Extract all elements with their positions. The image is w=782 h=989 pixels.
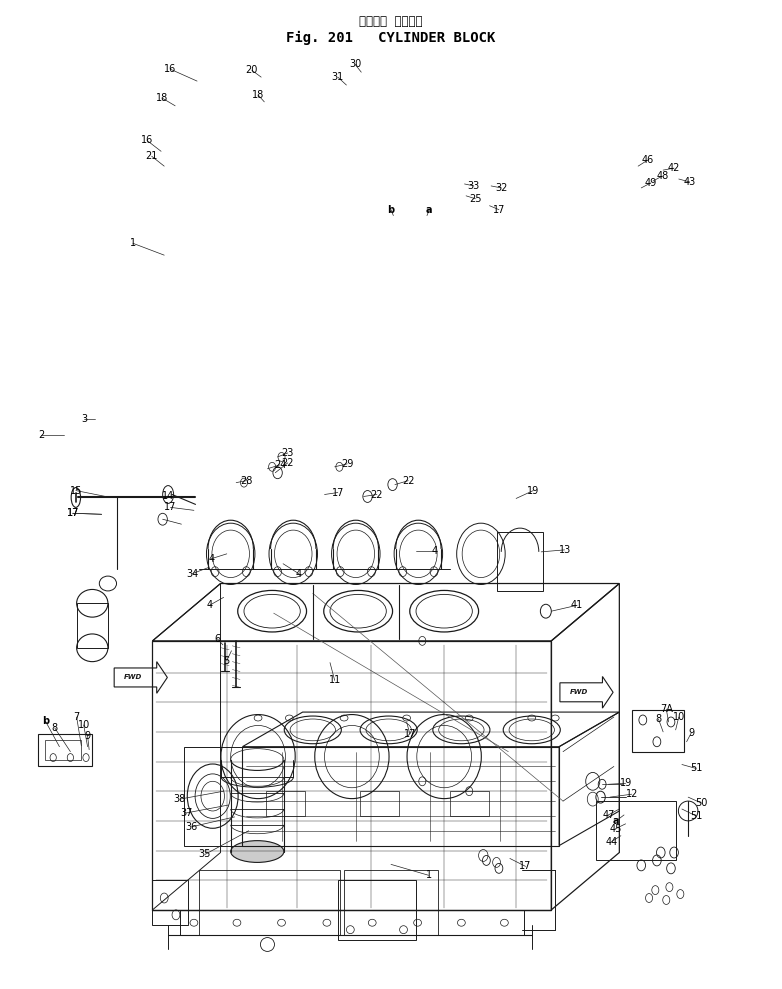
Text: 16: 16	[164, 64, 177, 74]
Text: 36: 36	[185, 822, 198, 832]
Text: 41: 41	[571, 600, 583, 610]
Text: Fig. 201   CYLINDER BLOCK: Fig. 201 CYLINDER BLOCK	[286, 31, 496, 45]
Text: 12: 12	[626, 789, 638, 799]
Text: シリンダ  ブロック: シリンダ ブロック	[359, 15, 423, 29]
Bar	[45, 740, 81, 760]
Polygon shape	[560, 676, 613, 708]
Text: 17: 17	[66, 508, 79, 518]
Text: 4: 4	[296, 569, 302, 579]
Text: 46: 46	[641, 155, 654, 165]
Text: 19: 19	[619, 778, 632, 788]
Text: 24: 24	[274, 460, 286, 470]
Text: 51: 51	[690, 811, 702, 821]
Text: b: b	[41, 716, 49, 726]
Text: 18: 18	[252, 90, 264, 100]
Text: 44: 44	[605, 837, 618, 847]
Text: 25: 25	[469, 194, 482, 204]
Text: FWD: FWD	[124, 674, 142, 680]
Text: 33: 33	[468, 181, 480, 191]
Bar	[344, 870, 438, 935]
Bar	[77, 603, 108, 648]
Bar	[199, 870, 340, 935]
Text: 15: 15	[70, 486, 82, 495]
Text: 17: 17	[404, 729, 416, 739]
Text: 17: 17	[164, 502, 177, 512]
Text: 37: 37	[180, 808, 192, 818]
Text: 51: 51	[690, 764, 702, 773]
Text: 21: 21	[145, 151, 158, 161]
Text: 22: 22	[371, 490, 383, 499]
Text: 17: 17	[493, 205, 505, 215]
Text: b: b	[387, 205, 395, 215]
Text: 28: 28	[240, 476, 253, 486]
Text: 47: 47	[602, 810, 615, 820]
Text: 4: 4	[208, 554, 214, 564]
Text: 8: 8	[52, 723, 58, 733]
Text: 13: 13	[558, 545, 571, 555]
Text: 10: 10	[77, 720, 90, 730]
Bar	[338, 880, 416, 940]
Text: 42: 42	[668, 163, 680, 173]
Text: 19: 19	[527, 486, 540, 495]
Text: 5: 5	[224, 656, 230, 666]
Text: 14: 14	[162, 492, 174, 501]
Text: 4: 4	[206, 600, 213, 610]
Text: 22: 22	[402, 476, 414, 486]
Text: 49: 49	[644, 178, 657, 188]
Text: 48: 48	[656, 171, 669, 181]
Bar	[450, 791, 489, 816]
Text: 34: 34	[186, 569, 199, 579]
Text: 31: 31	[332, 72, 344, 82]
Text: 4: 4	[432, 546, 438, 556]
Bar	[266, 791, 305, 816]
Text: 8: 8	[655, 714, 662, 724]
Text: 17: 17	[519, 861, 532, 871]
Text: 17: 17	[332, 488, 344, 497]
Text: 17: 17	[66, 508, 79, 518]
Text: 23: 23	[282, 448, 294, 458]
Text: FWD: FWD	[569, 689, 587, 695]
Text: a: a	[426, 205, 432, 215]
Text: 11: 11	[328, 675, 341, 685]
Text: 9: 9	[84, 731, 91, 741]
Text: 18: 18	[156, 93, 168, 103]
Ellipse shape	[231, 841, 284, 862]
Text: 16: 16	[141, 135, 153, 145]
Text: 1: 1	[425, 870, 432, 880]
Text: 22: 22	[282, 458, 294, 468]
Text: 10: 10	[673, 712, 685, 722]
Text: a: a	[613, 816, 619, 826]
Text: 38: 38	[174, 794, 186, 804]
Text: 32: 32	[495, 183, 508, 193]
Text: 1: 1	[130, 238, 136, 248]
Text: 7: 7	[74, 712, 80, 722]
Text: 7A: 7A	[660, 704, 673, 714]
Text: 50: 50	[695, 798, 708, 808]
Text: 29: 29	[341, 459, 353, 469]
Text: 9: 9	[688, 728, 694, 738]
Text: 20: 20	[246, 65, 258, 75]
Text: 2: 2	[38, 430, 45, 440]
Text: 30: 30	[349, 59, 361, 69]
Polygon shape	[114, 662, 167, 693]
Text: 3: 3	[81, 414, 88, 424]
Bar	[360, 791, 399, 816]
Text: 6: 6	[214, 634, 221, 644]
Text: 43: 43	[683, 177, 696, 187]
Text: 45: 45	[609, 824, 622, 834]
Text: 35: 35	[199, 850, 211, 859]
